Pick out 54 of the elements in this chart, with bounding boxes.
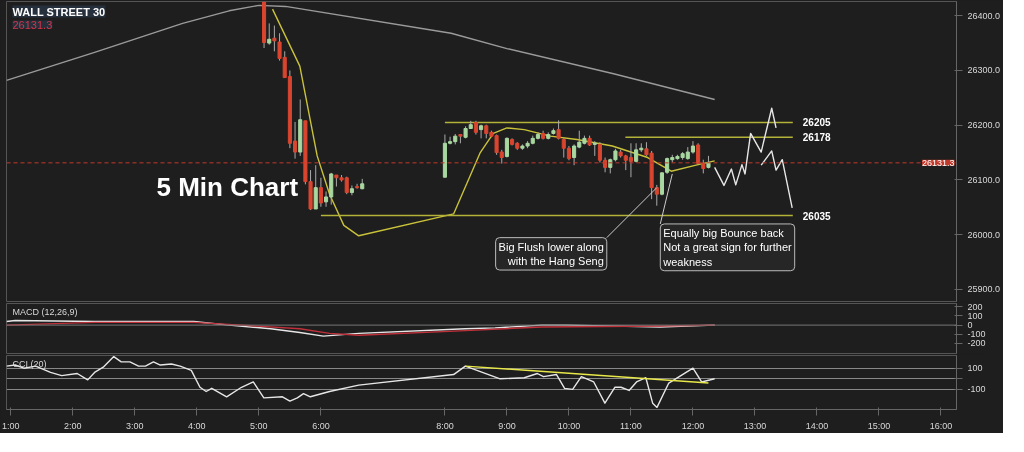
annotation: 26205: [802, 117, 832, 129]
y-tick-label: 26000.0: [967, 229, 1001, 240]
annotation: Big Flush lower along with the Hang Seng: [498, 240, 604, 268]
ref-line-label: 26131.3: [921, 157, 955, 168]
x-tick-label: 14:00: [805, 420, 829, 431]
y-tick-label: 26400.0: [967, 10, 1001, 21]
line-series: [6, 4, 716, 101]
line-series: [6, 355, 716, 409]
x-tick-label: 13:00: [743, 420, 767, 431]
annotation: Equally big Bounce back Not a great sign for further weakness: [662, 226, 793, 268]
chart-title: CCI (20): [12, 358, 47, 369]
text: 26131.3: [12, 18, 53, 31]
x-tick-label: 16:00: [929, 420, 953, 431]
candlestick: [267, 22, 272, 46]
candlestick: [318, 177, 323, 208]
candlestick: [355, 183, 360, 190]
candlestick: [479, 124, 484, 139]
x-tick-label: 4:00: [188, 420, 206, 431]
candlestick: [349, 184, 354, 196]
candlestick: [272, 25, 277, 52]
y-tick-label: -200: [967, 338, 986, 349]
x-tick-label: 9:00: [498, 420, 516, 431]
x-tick-label: 2:00: [64, 420, 82, 431]
annotation: 5 Min Chart: [156, 171, 299, 202]
x-tick-label: 11:00: [620, 420, 642, 431]
annotation: 26035: [802, 210, 832, 222]
line-series: [713, 107, 777, 187]
y-tick-label: 25900.0: [967, 284, 1001, 295]
x-tick-label: 12:00: [681, 420, 705, 431]
x-tick-label: 6:00: [312, 420, 330, 431]
x-tick-label: 1:00: [2, 420, 20, 431]
y-tick-label: 100: [967, 310, 983, 321]
x-tick-label: 8:00: [436, 420, 454, 431]
y-tick-label: 26300.0: [967, 65, 1001, 76]
y-tick-label: -100: [967, 329, 986, 340]
candlestick: [313, 164, 318, 210]
x-tick-label: 10:00: [557, 420, 581, 431]
y-tick-label: 26100.0: [967, 174, 1001, 185]
x-tick-label: 3:00: [126, 420, 144, 431]
chart-title: WALL STREET 30: [12, 5, 106, 18]
annotation: 26178: [802, 132, 832, 144]
x-tick-label: 15:00: [867, 420, 891, 431]
chart-title: MACD (12,26,9): [12, 306, 78, 317]
y-tick-label: -100: [967, 384, 986, 395]
y-tick-label: 0: [967, 320, 973, 331]
candlestick: [572, 143, 577, 166]
candlestick: [696, 142, 701, 166]
y-tick-label: 100: [967, 363, 983, 374]
candlestick: [628, 142, 633, 178]
line-series: [760, 150, 793, 209]
x-tick-label: 5:00: [250, 420, 268, 431]
y-tick-label: 200: [967, 301, 983, 312]
candlestick: [504, 136, 509, 159]
y-tick-label: 26200.0: [967, 120, 1001, 131]
